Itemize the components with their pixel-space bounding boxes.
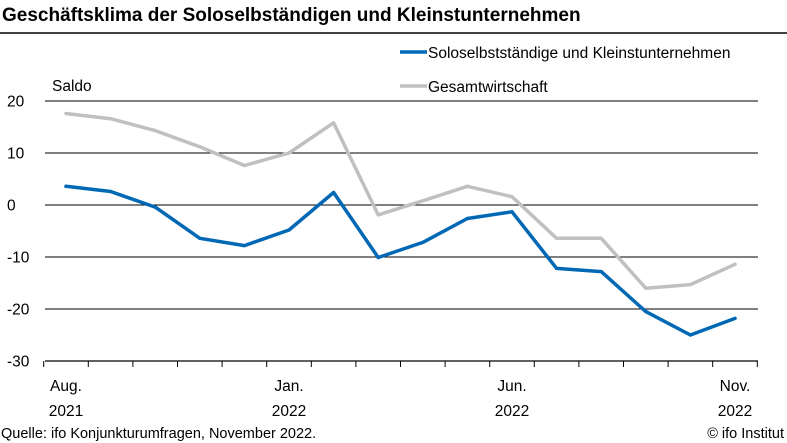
data-point-solo — [109, 189, 113, 194]
data-point-gesamt — [421, 199, 425, 203]
data-point-solo — [287, 228, 291, 232]
data-point-solo — [242, 243, 246, 248]
data-point-gesamt — [332, 121, 336, 125]
x-tick-label: Jan. — [274, 378, 303, 395]
source-note: Quelle: ifo Konjunkturumfragen, November… — [1, 426, 316, 442]
x-axis: Aug. 2021 Jan. 2022 Jun. 2022 Nov. 2022 — [43, 361, 758, 420]
series-lines — [64, 111, 737, 337]
legend-label-solo: Soloselbstständige und Kleinstunternehme… — [428, 45, 730, 62]
x-tick-label: 2022 — [495, 403, 529, 420]
copyright-note: © ifo Institut — [707, 426, 784, 442]
data-point-solo — [733, 316, 737, 320]
data-point-solo — [64, 184, 68, 188]
data-point-solo — [555, 266, 559, 271]
data-point-gesamt — [644, 286, 648, 290]
data-point-gesamt — [198, 145, 202, 149]
data-point-solo — [688, 333, 693, 337]
y-axis-label: Saldo — [52, 78, 92, 95]
data-point-solo — [376, 255, 380, 260]
data-point-gesamt — [153, 129, 157, 133]
y-tick-label: 0 — [7, 198, 16, 215]
x-tick-label: Aug. — [50, 378, 82, 395]
data-point-solo — [332, 190, 336, 195]
data-point-gesamt — [510, 195, 514, 199]
series-line-gesamt — [64, 111, 737, 290]
x-tick-label: 2021 — [49, 403, 83, 420]
data-point-solo — [198, 236, 202, 240]
data-point-gesamt — [599, 236, 603, 240]
data-point-gesamt — [64, 111, 68, 116]
y-tick-label: -20 — [7, 302, 30, 319]
x-tick-label: 2022 — [718, 403, 752, 420]
y-tick-labels: 20 10 0 -10 -20 -30 — [7, 94, 30, 371]
y-tick-label: -30 — [7, 354, 30, 371]
data-point-solo — [421, 240, 425, 245]
y-tick-label: -10 — [7, 250, 30, 267]
data-point-solo — [644, 310, 648, 314]
data-point-solo — [153, 205, 157, 209]
y-tick-label: 20 — [7, 94, 25, 111]
x-tick-label: 2022 — [272, 403, 306, 420]
y-tick-label: 10 — [7, 146, 25, 163]
chart-title: Geschäftsklima der Soloselbständigen und… — [2, 5, 581, 26]
data-point-solo — [510, 210, 514, 214]
data-point-gesamt — [688, 282, 693, 287]
data-point-gesamt — [465, 184, 469, 188]
data-point-gesamt — [376, 213, 380, 217]
data-point-solo — [599, 269, 603, 274]
data-point-gesamt — [109, 117, 113, 121]
x-tick-label: Nov. — [720, 378, 751, 395]
data-point-solo — [465, 216, 469, 221]
legend: Soloselbstständige und Kleinstunternehme… — [400, 45, 730, 96]
data-point-gesamt — [242, 163, 246, 168]
data-point-gesamt — [733, 262, 737, 266]
gridlines — [45, 100, 758, 362]
series-line-solo — [64, 184, 737, 337]
data-point-gesamt — [287, 151, 291, 155]
data-point-gesamt — [555, 236, 559, 240]
x-tick-label: Jun. — [497, 378, 526, 395]
legend-label-gesamt: Gesamtwirtschaft — [428, 79, 548, 96]
